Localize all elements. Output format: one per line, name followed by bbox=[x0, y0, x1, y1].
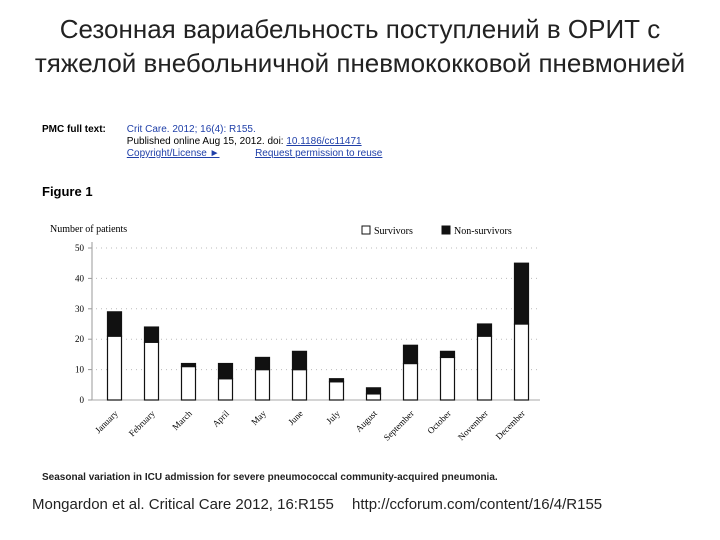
x-tick-label: July bbox=[324, 408, 342, 426]
x-tick-label: September bbox=[382, 408, 416, 442]
bar-non-survivors bbox=[476, 323, 493, 337]
bar-survivors bbox=[106, 335, 123, 401]
citation-reference: Mongardon et al. Critical Care 2012, 16:… bbox=[32, 496, 334, 513]
legend-swatch-non-survivors bbox=[441, 225, 451, 235]
bar-survivors bbox=[513, 323, 530, 401]
y-tick-label: 30 bbox=[75, 304, 85, 314]
x-tick-label: June bbox=[286, 408, 305, 427]
bar-non-survivors bbox=[365, 387, 382, 395]
bar-non-survivors bbox=[217, 362, 234, 380]
pmc-citation-block: PMC full text: Crit Care. 2012; 16(4): R… bbox=[42, 124, 542, 160]
bar-survivors bbox=[365, 393, 382, 401]
x-tick-label: May bbox=[249, 408, 268, 427]
bar-non-survivors bbox=[254, 356, 271, 371]
bar-survivors bbox=[439, 356, 456, 401]
bar-non-survivors bbox=[513, 262, 530, 325]
legend-label: Survivors bbox=[374, 226, 413, 237]
bar-non-survivors bbox=[328, 378, 345, 383]
pmc-label: PMC full text: bbox=[42, 124, 106, 135]
x-tick-label: April bbox=[210, 408, 231, 429]
x-tick-label: August bbox=[353, 408, 379, 434]
bar-non-survivors bbox=[143, 326, 160, 343]
bar-survivors bbox=[143, 341, 160, 401]
bar-non-survivors bbox=[106, 311, 123, 337]
bar-survivors bbox=[254, 369, 271, 401]
journal-link[interactable]: Crit Care. 2012; 16(4): R155. bbox=[126, 124, 256, 135]
figure-label: Figure 1 bbox=[42, 184, 93, 199]
slide-title: Сезонная вариабельность поступлений в ОР… bbox=[34, 14, 686, 78]
published-text: Published online Aug 15, 2012. doi: bbox=[126, 136, 284, 147]
figure-caption: Seasonal variation in ICU admission for … bbox=[42, 472, 498, 483]
bar-non-survivors bbox=[291, 350, 308, 371]
bar-non-survivors bbox=[439, 350, 456, 359]
legend-swatch-survivors bbox=[361, 225, 371, 235]
legend-label: Non-survivors bbox=[454, 226, 512, 237]
bar-survivors bbox=[476, 335, 493, 401]
x-tick-label: March bbox=[170, 408, 194, 432]
y-tick-label: 50 bbox=[75, 243, 85, 253]
bar-survivors bbox=[402, 362, 419, 401]
y-tick-label: 40 bbox=[75, 273, 85, 283]
x-tick-label: January bbox=[93, 408, 120, 435]
seasonal-bar-chart: Number of patients 0 10 20 30 40 50 January Febr… bbox=[50, 224, 540, 443]
y-tick-label: 10 bbox=[75, 365, 85, 375]
y-tick-label: 20 bbox=[75, 334, 85, 344]
x-tick-label: February bbox=[127, 408, 157, 438]
bar-survivors bbox=[180, 365, 197, 401]
bar-non-survivors bbox=[180, 362, 197, 368]
y-axis-label: Number of patients bbox=[50, 224, 127, 235]
bar-survivors bbox=[328, 381, 345, 401]
citation-line: Mongardon et al. Critical Care 2012, 16:… bbox=[32, 496, 616, 513]
request-permission-link[interactable]: Request permission to reuse bbox=[255, 148, 383, 159]
y-tick-label: 0 bbox=[80, 395, 85, 405]
x-tick-label: November bbox=[456, 408, 490, 442]
citation-url[interactable]: http://ccforum.com/content/16/4/R155 bbox=[352, 496, 603, 513]
doi-link[interactable]: 10.1186/cc11471 bbox=[286, 136, 362, 147]
bar-survivors bbox=[217, 378, 234, 401]
bar-non-survivors bbox=[402, 344, 419, 365]
x-tick-label: December bbox=[494, 408, 527, 441]
copyright-link[interactable]: Copyright/License ► bbox=[126, 148, 220, 159]
x-tick-label: October bbox=[425, 408, 453, 436]
bar-survivors bbox=[291, 369, 308, 401]
